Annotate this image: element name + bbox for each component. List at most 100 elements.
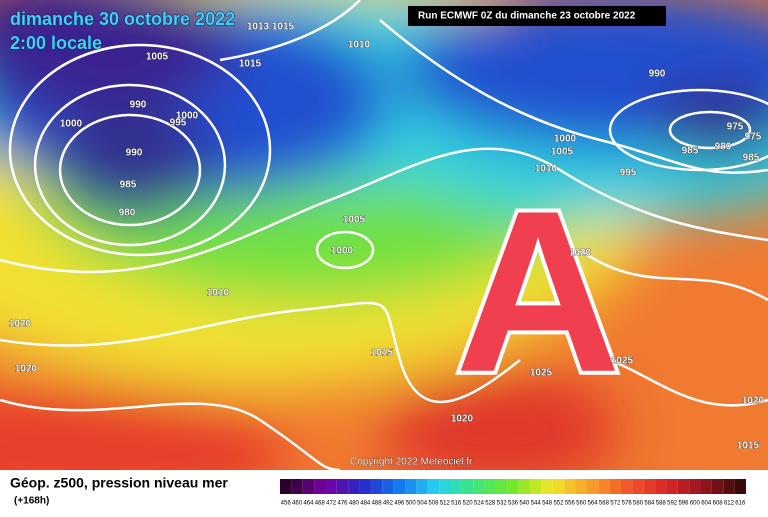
run-info: Run ECMWF 0Z du dimanche 23 octobre 2022: [418, 11, 636, 22]
scale-label: 604: [701, 501, 712, 507]
scale-swatch: [723, 479, 735, 494]
scale-label: 500: [406, 501, 417, 507]
scale-swatch: [359, 479, 371, 494]
scale-label: 476: [338, 501, 349, 507]
scale-label: 456: [281, 501, 292, 507]
scale-swatch: [427, 479, 440, 494]
scale-swatch: [348, 479, 360, 494]
scale-label: 484: [360, 501, 371, 507]
scale-label: 508: [428, 501, 439, 507]
copyright: Copyright 2022 Meteociel.fr: [350, 457, 473, 468]
scale-label: 488: [372, 501, 383, 507]
scale-label: 556: [565, 501, 576, 507]
scale-swatch: [439, 479, 451, 494]
isobar-label: 1000: [331, 246, 354, 257]
isobar-label: 995: [170, 118, 187, 129]
isobar-label: 995: [620, 168, 637, 179]
scale-swatch: [302, 479, 315, 494]
footer-title: Géop. z500, pression niveau mer: [10, 475, 228, 491]
isobar-label: 980: [715, 142, 732, 153]
scale-swatch: [620, 479, 633, 494]
scale-swatch: [393, 479, 406, 494]
isobar-label: 1010: [348, 40, 371, 51]
scale-label: 612: [724, 501, 735, 507]
scale-swatch: [552, 479, 565, 494]
isobar-label: 1015: [371, 348, 394, 359]
scale-swatch: [416, 479, 428, 494]
scale-swatch: [609, 479, 621, 494]
isobar-label: 990: [126, 148, 143, 159]
scale-swatch: [507, 479, 519, 494]
scale-swatch: [484, 479, 496, 494]
isobar-label: 990: [649, 69, 666, 80]
scale-label: 536: [508, 501, 519, 507]
scale-label: 596: [678, 501, 689, 507]
isobar-label: 1015: [239, 59, 262, 70]
scale-swatch: [700, 479, 712, 494]
scale-swatch: [450, 479, 462, 494]
isobar-label: 985: [120, 180, 137, 191]
scale-label: 564: [588, 501, 599, 507]
scale-label: 468: [315, 501, 326, 507]
scale-label: 572: [610, 501, 621, 507]
run-box: [408, 6, 666, 26]
isobar-label: 1013: [247, 22, 270, 33]
scale-label: 480: [349, 501, 360, 507]
scale-swatch: [541, 479, 553, 494]
scale-label: 532: [497, 501, 508, 507]
isobar-label: 990: [130, 100, 147, 111]
scale-label: 520: [463, 501, 474, 507]
scale-label: 460: [292, 501, 303, 507]
lead-time: (+168h): [14, 496, 49, 507]
scale-label: 544: [531, 501, 542, 507]
scale-label: 600: [690, 501, 701, 507]
scale-swatch: [575, 479, 587, 494]
isobar-label: 1015: [272, 22, 295, 33]
isobar-label: 1020: [451, 414, 474, 425]
scale-swatch: [632, 479, 644, 494]
isobar-label: 975: [727, 122, 744, 133]
scale-swatch: [405, 479, 417, 494]
isobar-label: 1020: [15, 364, 38, 375]
isobar-label: 985: [682, 146, 699, 157]
scale-swatch: [314, 479, 326, 494]
scale-swatch: [655, 479, 667, 494]
scale-swatch: [711, 479, 724, 494]
scale-swatch: [677, 479, 690, 494]
scale-swatch: [336, 479, 349, 494]
isobar-label: 1010: [535, 164, 558, 175]
isobar-label: 1010: [207, 288, 230, 299]
isobar-label: 980: [119, 208, 136, 219]
scale-label: 492: [383, 501, 394, 507]
isobar-label: 1025: [530, 368, 553, 379]
isobar-label: 1000: [60, 119, 83, 130]
scale-swatch: [370, 479, 383, 494]
scale-swatch: [461, 479, 474, 494]
scale-swatch: [291, 479, 303, 494]
scale-label: 576: [622, 501, 633, 507]
isobar-label: 1000: [176, 111, 199, 122]
scale-label: 548: [542, 501, 553, 507]
scale-label: 524: [474, 501, 485, 507]
forecast-date: dimanche 30 octobre 2022: [10, 9, 235, 29]
scale-swatch: [518, 479, 531, 494]
scale-label: 472: [326, 501, 337, 507]
isobar-label: 1005: [343, 215, 366, 226]
scale-swatch: [530, 479, 542, 494]
scale-label: 580: [633, 501, 644, 507]
isobar-label: 1005: [146, 52, 169, 63]
scale-label: 516: [451, 501, 462, 507]
scale-label: 588: [656, 501, 667, 507]
scale-swatch: [598, 479, 610, 494]
scale-swatch: [495, 479, 508, 494]
isobar-label: 1000: [554, 134, 577, 145]
scale-swatch: [643, 479, 656, 494]
forecast-time: 2:00 locale: [10, 33, 102, 53]
scale-label: 616: [735, 501, 746, 507]
scale-label: 584: [644, 501, 655, 507]
isobar-label: 975: [745, 132, 762, 143]
isobars: [0, 0, 768, 470]
scale-label: 560: [576, 501, 587, 507]
